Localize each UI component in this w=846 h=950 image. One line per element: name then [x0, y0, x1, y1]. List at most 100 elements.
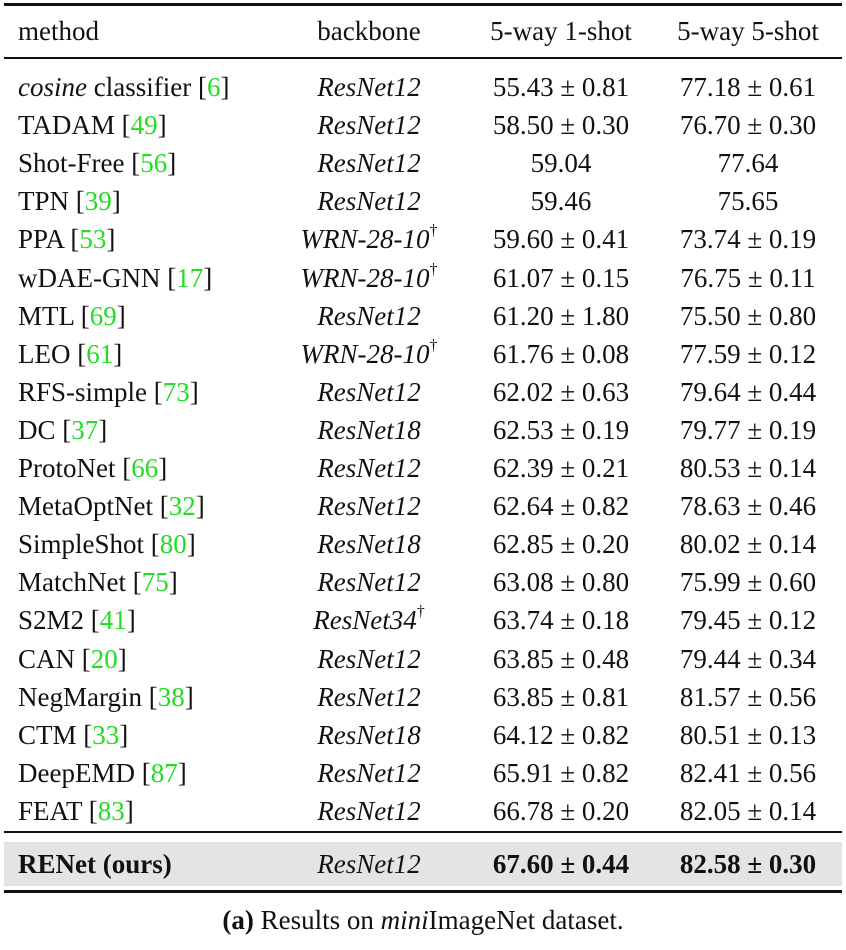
one-shot-cell: 63.74 ± 0.18: [492, 605, 630, 636]
backbone-cell: WRN-28-10†: [284, 335, 454, 373]
five-shot-cell: 80.51 ± 0.13: [679, 719, 817, 750]
header-method: method: [18, 16, 99, 46]
backbone-cell: ResNet12: [284, 144, 454, 182]
backbone-name: WRN-28-10: [300, 262, 430, 293]
method-name: classifier: [86, 72, 192, 102]
ours-1shot: 67.60 ± 0.44: [492, 849, 630, 879]
citation-link[interactable]: 73: [162, 376, 190, 407]
table-row: ProtoNet [66] ResNet12 62.39 ± 0.21 80.53 ±…: [4, 449, 842, 487]
one-shot-cell: 62.53 ± 0.19: [492, 414, 630, 445]
table-row: MTL [69] ResNet12 61.20 ± 1.80 75.50 ± 0.80: [4, 297, 842, 335]
citation-link[interactable]: 39: [84, 186, 112, 217]
method-cell: S2M2 [41]: [18, 605, 136, 636]
method-cell: MetaOptNet [32]: [18, 491, 205, 522]
table-row: DeepEMD [87] ResNet12 65.91 ± 0.82 82.41 ± …: [4, 754, 842, 792]
five-shot-cell: 75.50 ± 0.80: [679, 300, 817, 331]
header-backbone: backbone: [317, 16, 421, 46]
one-shot-cell: 55.43 ± 0.81: [492, 72, 630, 102]
citation-link[interactable]: 75: [141, 567, 169, 598]
citation-link[interactable]: 49: [130, 110, 158, 141]
ours-method: RENet (ours): [18, 849, 172, 879]
method-cell: Shot-Free [56]: [18, 148, 177, 179]
backbone-name: ResNet12: [317, 72, 421, 102]
citation-link[interactable]: 56: [140, 148, 168, 179]
backbone-cell: ResNet18: [284, 716, 454, 754]
backbone-cell: ResNet12: [284, 106, 454, 144]
backbone-name: ResNet12: [317, 681, 421, 712]
citation-link[interactable]: 83: [97, 795, 125, 826]
table-row: TADAM [49] ResNet12 58.50 ± 0.30 76.70 ± 0.…: [4, 106, 842, 144]
table-row-ours: RENet (ours) ResNet12 67.60 ± 0.44 82.58…: [4, 842, 842, 886]
method-cell: ProtoNet [66]: [18, 453, 168, 483]
backbone-name: ResNet18: [317, 414, 421, 445]
five-shot-cell: 77.64: [717, 148, 779, 179]
five-shot-cell: 75.65: [717, 186, 779, 217]
method-name: Shot-Free: [18, 148, 125, 179]
table-row: SimpleShot [80] ResNet18 62.85 ± 0.20 80.02…: [4, 525, 842, 563]
five-shot-cell: 73.74 ± 0.19: [679, 224, 817, 255]
citation-link[interactable]: 61: [86, 338, 114, 369]
method-cell: cosine classifier [6]: [18, 72, 230, 102]
table-row: wDAE-GNN [17] WRN-28-10† 61.07 ± 0.15 76.75…: [4, 259, 842, 297]
method-name: LEO: [18, 338, 71, 369]
citation-link[interactable]: 66: [131, 453, 159, 483]
backbone-name: ResNet12: [317, 148, 421, 179]
method-name: TADAM: [18, 110, 115, 141]
method-name: wDAE-GNN: [18, 262, 161, 293]
dagger-mark: †: [429, 260, 438, 278]
citation-link[interactable]: 53: [79, 224, 107, 255]
citation-link[interactable]: 17: [176, 262, 204, 293]
backbone-cell: WRN-28-10†: [284, 259, 454, 297]
method-cell: MatchNet [75]: [18, 567, 178, 598]
backbone-name: ResNet12: [317, 643, 421, 674]
backbone-name: ResNet18: [317, 529, 421, 560]
method-cell: wDAE-GNN [17]: [18, 262, 213, 293]
method-name: CTM: [18, 719, 77, 750]
backbone-cell: WRN-28-10†: [284, 220, 454, 258]
backbone-name: ResNet12: [317, 376, 421, 407]
method-name: PPA: [18, 224, 64, 255]
method-name: S2M2: [18, 605, 85, 636]
five-shot-cell: 77.18 ± 0.61: [679, 72, 817, 102]
table-row: Shot-Free [56] ResNet12 59.04 77.64: [4, 144, 842, 182]
backbone-name: ResNet12: [317, 757, 421, 788]
caption-prefix: Results on: [253, 905, 381, 935]
citation-link[interactable]: 6: [206, 72, 221, 102]
method-name: NegMargin: [18, 681, 142, 712]
method-name: SimpleShot: [18, 529, 145, 560]
five-shot-cell: 77.59 ± 0.12: [679, 338, 817, 369]
method-name: MetaOptNet: [18, 491, 153, 522]
citation-link[interactable]: 33: [92, 719, 120, 750]
one-shot-cell: 63.85 ± 0.48: [492, 643, 630, 674]
citation-link[interactable]: 32: [168, 491, 196, 522]
five-shot-cell: 76.70 ± 0.30: [679, 110, 817, 141]
method-name: DeepEMD: [18, 757, 135, 788]
header-1shot: 5-way 1-shot: [490, 16, 632, 46]
method-name: RFS-simple: [18, 376, 148, 407]
method-name: FEAT: [18, 795, 83, 826]
five-shot-cell: 82.05 ± 0.14: [679, 795, 817, 826]
five-shot-cell: 79.77 ± 0.19: [679, 414, 817, 445]
citation-link[interactable]: 87: [150, 757, 178, 788]
backbone-cell: ResNet12: [284, 68, 454, 106]
backbone-name: ResNet12: [317, 110, 421, 141]
five-shot-cell: 80.02 ± 0.14: [679, 529, 817, 560]
backbone-cell: ResNet12: [284, 754, 454, 792]
five-shot-cell: 75.99 ± 0.60: [679, 567, 817, 598]
one-shot-cell: 58.50 ± 0.30: [492, 110, 630, 141]
citation-link[interactable]: 37: [71, 414, 99, 445]
citation-link[interactable]: 69: [89, 300, 117, 331]
one-shot-cell: 61.76 ± 0.08: [492, 338, 630, 369]
method-cell: CAN [20]: [18, 643, 127, 674]
method-cell: CTM [33]: [18, 719, 129, 750]
citation-link[interactable]: 20: [90, 643, 118, 674]
five-shot-cell: 82.41 ± 0.56: [679, 757, 817, 788]
header-5shot: 5-way 5-shot: [677, 16, 819, 46]
citation-link[interactable]: 38: [157, 681, 185, 712]
citation-link[interactable]: 41: [99, 605, 127, 636]
method-cell: SimpleShot [80]: [18, 529, 196, 560]
citation-link[interactable]: 80: [159, 529, 187, 560]
backbone-name: ResNet34: [313, 605, 417, 636]
backbone-name: ResNet12: [317, 186, 421, 217]
method-name: CAN: [18, 643, 76, 674]
